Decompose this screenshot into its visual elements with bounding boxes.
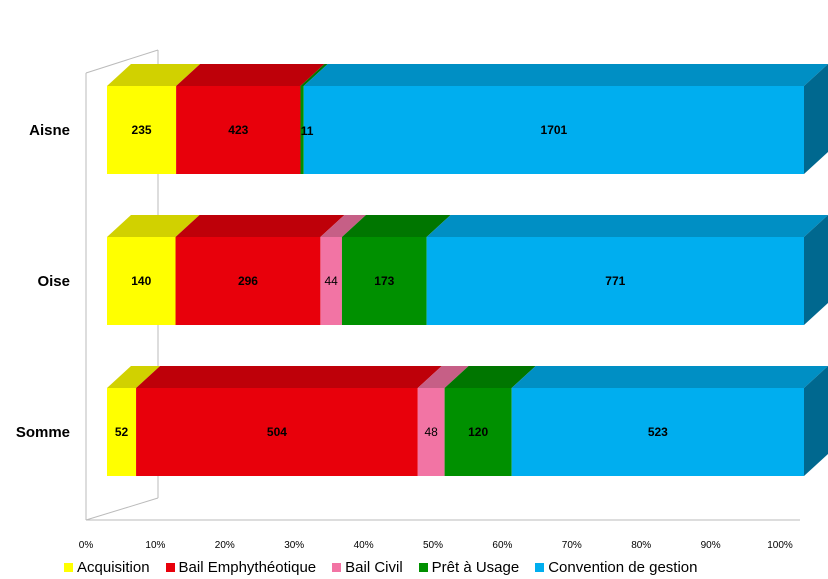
x-tick-label: 30% — [284, 540, 304, 551]
x-tick-label: 0% — [79, 540, 94, 551]
legend-label: Bail Civil — [345, 558, 403, 576]
legend-label: Acquisition — [77, 558, 150, 576]
data-label-somme-0: 52 — [115, 425, 129, 439]
bar-top-aisne-1 — [176, 64, 325, 86]
x-tick-label: 50% — [423, 540, 443, 551]
legend-item-bail-civil: Bail Civil — [332, 559, 403, 576]
bars-group: 235 423 11 1701 140 296 44 173 771 52 504 48 120 523 — [107, 64, 828, 476]
category-label-oise: Oise — [37, 273, 70, 290]
legend-swatch — [64, 562, 73, 572]
data-label-somme-3: 120 — [468, 425, 488, 439]
data-label-aisne-4: 1701 — [541, 123, 568, 137]
bar-side-aisne — [804, 64, 828, 174]
category-labels: Aisne Oise Somme — [16, 122, 70, 441]
bar-top-aisne-3 — [300, 64, 328, 86]
x-tick-label: 20% — [215, 540, 235, 551]
bar-somme-bail-civil — [417, 388, 445, 476]
data-label-oise-2: 44 — [324, 274, 338, 288]
bar-top-oise-0 — [107, 215, 200, 237]
bar-oise-acquisition — [107, 237, 176, 325]
data-label-aisne-0: 235 — [132, 123, 152, 137]
bar-top-oise-1 — [175, 215, 345, 237]
data-label-oise-0: 140 — [131, 274, 151, 288]
x-tick-label: 10% — [145, 540, 165, 551]
bar-top-aisne-0 — [107, 64, 201, 86]
legend: Acquisition Bail Emphythéotique Bail Civil… — [64, 557, 824, 577]
bar-oise-pr-t-usage — [341, 237, 427, 325]
bar-top-oise-2 — [320, 215, 366, 237]
bar-side-oise — [804, 215, 828, 325]
data-label-oise-1: 296 — [238, 274, 258, 288]
data-label-aisne-1: 423 — [228, 123, 248, 137]
bar-somme-pr-t-usage — [444, 388, 512, 476]
bar-oise-convention-de-gestion — [426, 237, 804, 325]
bar-somme-convention-de-gestion — [511, 388, 804, 476]
data-label-aisne-3: 11 — [301, 124, 314, 138]
x-tick-label: 100% — [767, 540, 793, 551]
category-label-somme: Somme — [16, 424, 70, 441]
legend-label: Prêt à Usage — [431, 558, 520, 576]
bar-top-somme-3 — [444, 366, 536, 388]
x-tick-labels: 0% 10% 20% 30% 40% 50% 60% 70% 80% 90% 100% — [79, 540, 793, 551]
data-label-somme-2: 48 — [425, 425, 439, 439]
legend-label: Bail Emphythéotique — [178, 558, 317, 576]
legend-swatch — [165, 562, 175, 572]
x-tick-label: 90% — [701, 540, 721, 551]
legend-swatch — [418, 562, 428, 572]
bar-oise-bail-civil — [320, 237, 342, 325]
x-tick-label: 70% — [562, 540, 582, 551]
frame-top-edge — [85, 49, 159, 74]
frame-floor-edge — [85, 497, 159, 521]
bar-somme-bail-emphyth-otique — [136, 388, 418, 476]
bar-top-somme-1 — [136, 366, 442, 388]
bar-aisne-convention-de-gestion — [303, 86, 804, 174]
legend-label: Convention de gestion — [548, 558, 698, 576]
legend-item-acquisition: Acquisition — [64, 559, 150, 576]
bar-top-somme-0 — [107, 366, 161, 388]
bar-top-somme-2 — [417, 366, 469, 388]
data-label-oise-4: 771 — [605, 274, 625, 288]
bar-top-aisne-4 — [303, 64, 828, 86]
bar-somme-acquisition — [107, 388, 137, 476]
legend-item-bail-emphyth-otique: Bail Emphythéotique — [165, 558, 317, 576]
bar-oise-bail-emphyth-otique — [175, 237, 321, 325]
legend-item-convention-de-gestion: Convention de gestion — [535, 559, 697, 576]
bar-side-somme — [804, 366, 828, 476]
x-tick-label: 80% — [631, 540, 651, 551]
category-label-aisne: Aisne — [29, 122, 70, 139]
x-tick-label: 40% — [354, 540, 374, 551]
bar-top-oise-3 — [341, 215, 451, 237]
bar-aisne-pr-t-usage — [300, 86, 304, 174]
legend-swatch — [535, 562, 545, 572]
legend-item-pr-t-usage: Prêt à Usage — [418, 558, 520, 576]
bar-aisne-acquisition — [107, 86, 177, 174]
legend-swatch — [332, 562, 342, 572]
bar-top-oise-4 — [426, 215, 828, 237]
data-label-oise-3: 173 — [374, 274, 394, 288]
bar-top-somme-4 — [511, 366, 828, 388]
x-tick-label: 60% — [492, 540, 512, 551]
data-label-somme-4: 523 — [648, 425, 668, 439]
bar-aisne-bail-emphyth-otique — [176, 86, 301, 174]
data-label-somme-1: 504 — [267, 425, 287, 439]
